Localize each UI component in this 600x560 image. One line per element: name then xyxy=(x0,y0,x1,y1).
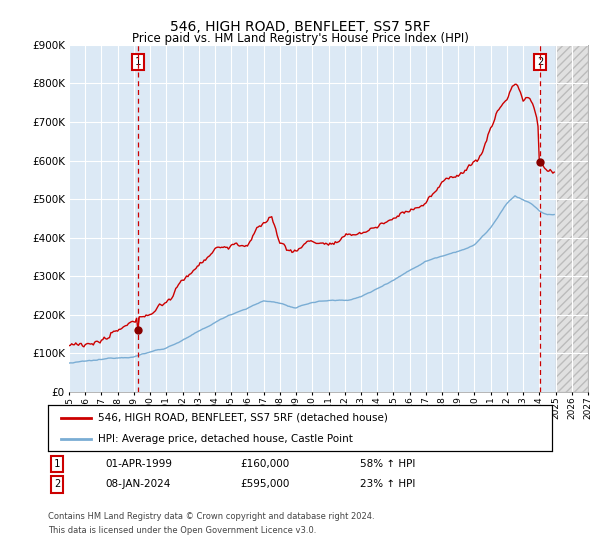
Text: 1: 1 xyxy=(135,57,141,67)
Text: 1: 1 xyxy=(54,459,60,469)
Text: HPI: Average price, detached house, Castle Point: HPI: Average price, detached house, Cast… xyxy=(98,435,353,444)
Text: Contains HM Land Registry data © Crown copyright and database right 2024.: Contains HM Land Registry data © Crown c… xyxy=(48,512,374,521)
Text: 01-APR-1999: 01-APR-1999 xyxy=(105,459,172,469)
Text: £595,000: £595,000 xyxy=(240,479,289,489)
Text: 23% ↑ HPI: 23% ↑ HPI xyxy=(360,479,415,489)
Text: 2: 2 xyxy=(537,57,543,67)
Text: Price paid vs. HM Land Registry's House Price Index (HPI): Price paid vs. HM Land Registry's House … xyxy=(131,32,469,45)
Text: £160,000: £160,000 xyxy=(240,459,289,469)
Text: 2: 2 xyxy=(54,479,60,489)
Text: 546, HIGH ROAD, BENFLEET, SS7 5RF: 546, HIGH ROAD, BENFLEET, SS7 5RF xyxy=(170,20,430,34)
Text: 58% ↑ HPI: 58% ↑ HPI xyxy=(360,459,415,469)
Text: 08-JAN-2024: 08-JAN-2024 xyxy=(105,479,170,489)
Text: 546, HIGH ROAD, BENFLEET, SS7 5RF (detached house): 546, HIGH ROAD, BENFLEET, SS7 5RF (detac… xyxy=(98,413,388,423)
Text: This data is licensed under the Open Government Licence v3.0.: This data is licensed under the Open Gov… xyxy=(48,526,316,535)
